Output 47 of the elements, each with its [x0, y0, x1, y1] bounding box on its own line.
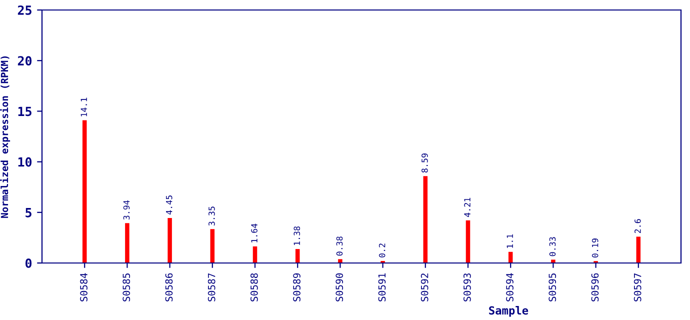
x-tick-label: S0595: [548, 274, 556, 302]
x-tick-label: S0597: [634, 273, 642, 302]
x-axis-title: Sample: [489, 306, 528, 317]
y-tick-label: 10: [18, 157, 32, 167]
x-tick-label: S0592: [420, 274, 428, 302]
y-tick-label: 5: [26, 208, 32, 218]
x-tick-label: S0590: [336, 273, 344, 302]
x-tick-label: S0584: [80, 273, 88, 302]
y-tick-label: 20: [18, 56, 32, 66]
data-label: 8.59: [422, 154, 428, 172]
bar: [466, 220, 470, 263]
data-label: 4.45: [166, 196, 172, 215]
x-tick-label: S0588: [250, 273, 258, 302]
bar: [338, 259, 342, 263]
data-label: 14.1: [80, 98, 87, 116]
bar: [168, 218, 172, 263]
data-label: 1.38: [294, 226, 300, 245]
data-label: 2.6: [634, 219, 641, 234]
y-axis-title: Normalized expression (RPKM): [0, 56, 10, 218]
x-tick-label: S0593: [463, 273, 471, 302]
data-label: 0.33: [549, 237, 556, 256]
bar: [551, 260, 556, 263]
bar: [252, 246, 258, 263]
x-tick-label: S0587: [208, 273, 216, 302]
bar: [210, 229, 215, 263]
x-tick-label: S0586: [165, 273, 173, 302]
data-label: 3.35: [208, 206, 215, 226]
y-tick-label: 0: [26, 258, 32, 268]
bar: [295, 249, 300, 263]
bar: [636, 236, 641, 263]
data-label: 4.21: [464, 198, 470, 217]
data-label: 0.2: [378, 244, 386, 258]
x-tick-label: S0585: [122, 274, 130, 302]
x-tick-label: S0596: [591, 273, 599, 302]
y-tick-label: 15: [18, 106, 32, 116]
x-tick-label: S0589: [293, 273, 300, 302]
data-label: 0.19: [592, 238, 598, 258]
x-tick-label: S0594: [506, 273, 514, 302]
data-label: 3.94: [123, 200, 130, 220]
bar: [423, 176, 428, 263]
data-label: 1.64: [251, 224, 258, 242]
data-label: 0.38: [336, 236, 343, 256]
data-label: 1.1: [506, 234, 513, 248]
x-tick-label: S0591: [378, 273, 386, 302]
bar: [82, 120, 87, 263]
y-tick-label: 25: [18, 5, 32, 15]
bar: [125, 223, 130, 263]
